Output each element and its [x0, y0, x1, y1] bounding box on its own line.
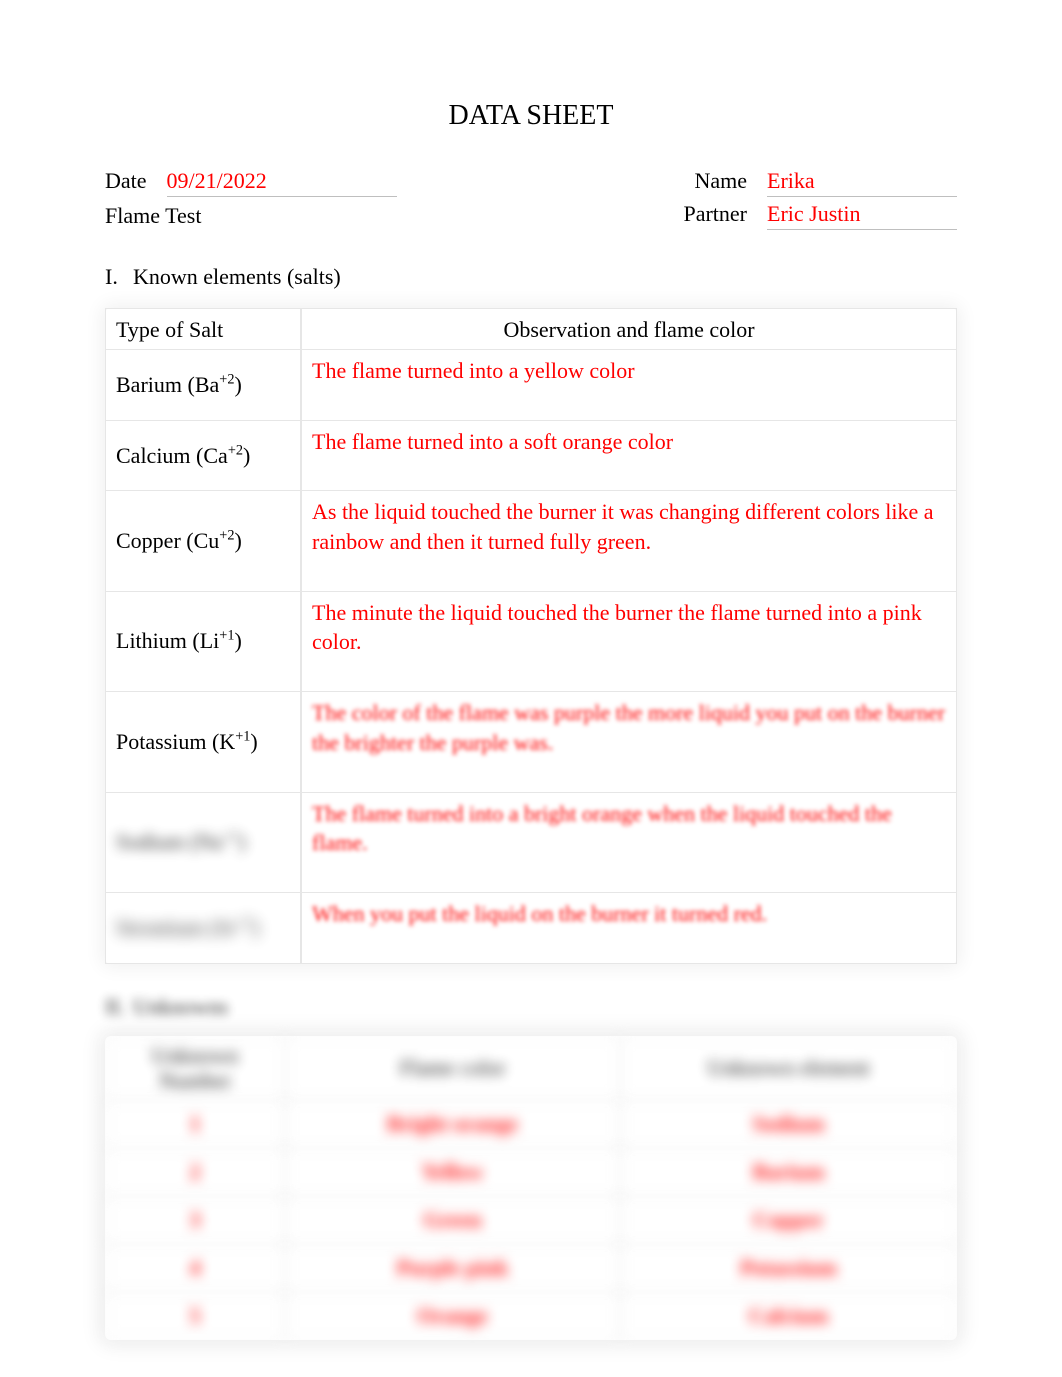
- unknown-number: 2: [105, 1148, 285, 1196]
- name-label: Name: [694, 168, 747, 194]
- date-label: Date: [105, 168, 147, 194]
- table-row-observation: The minute the liquid touched the burner…: [301, 592, 957, 692]
- unknowns-table: Unknown Number Flame color Unknown eleme…: [105, 1036, 957, 1341]
- partner-value: Eric Justin: [767, 201, 861, 226]
- table-row-salt: Copper (Cu+2): [105, 491, 301, 591]
- table2-header-num: Unknown Number: [105, 1036, 285, 1101]
- unknown-element: Copper: [620, 1196, 957, 1244]
- table-row-salt: Calcium (Ca+2): [105, 421, 301, 492]
- unknown-number: 3: [105, 1196, 285, 1244]
- unknown-number: 1: [105, 1100, 285, 1148]
- unknown-flame-color: Purple pink: [285, 1244, 620, 1292]
- table-row-salt: Lithium (Li+1): [105, 592, 301, 692]
- section-2-heading: II. Unknowns: [105, 994, 957, 1020]
- unknown-flame-color: Orange: [285, 1292, 620, 1340]
- header-row-2: Flame Test Partner Eric Justin: [105, 201, 957, 230]
- table-row-salt: Strontium (Sr+2): [105, 893, 301, 964]
- date-value: 09/21/2022: [167, 168, 267, 193]
- table-row-observation: As the liquid touched the burner it was …: [301, 491, 957, 591]
- section-2-text: Unknowns: [133, 994, 228, 1020]
- header-row-1: Date 09/21/2022 Name Erika: [105, 168, 957, 197]
- table-row-observation: The color of the flame was purple the mo…: [301, 692, 957, 792]
- table2-header-color: Flame color: [285, 1036, 620, 1101]
- unknown-flame-color: Green: [285, 1196, 620, 1244]
- unknown-flame-color: Yellow: [285, 1148, 620, 1196]
- unknown-number: 4: [105, 1244, 285, 1292]
- section-2-num: II.: [105, 994, 133, 1020]
- table-row-observation: The flame turned into a bright orange wh…: [301, 793, 957, 893]
- table-row-salt: Barium (Ba+2): [105, 350, 301, 421]
- unknown-flame-color: Bright orange: [285, 1100, 620, 1148]
- unknown-element: Calcium: [620, 1292, 957, 1340]
- table2-header-elem: Unknown element: [620, 1036, 957, 1101]
- table-row-observation: The flame turned into a yellow color: [301, 350, 957, 421]
- unknown-element: Barium: [620, 1148, 957, 1196]
- partner-label: Partner: [683, 201, 747, 227]
- page-title: DATA SHEET: [105, 100, 957, 132]
- partner-underline: Eric Justin: [767, 201, 957, 230]
- date-underline: 09/21/2022: [167, 168, 397, 197]
- table-row-salt: Sodium (Na+1): [105, 793, 301, 893]
- unknown-element: Potassium: [620, 1244, 957, 1292]
- section-1-text: Known elements (salts): [133, 264, 341, 290]
- worksheet-subtitle: Flame Test: [105, 203, 201, 230]
- name-underline: Erika: [767, 168, 957, 197]
- section-1-num: I.: [105, 264, 133, 290]
- unknown-element: Sodium: [620, 1100, 957, 1148]
- table-row-salt: Potassium (K+1): [105, 692, 301, 792]
- table-row-observation: The flame turned into a soft orange colo…: [301, 421, 957, 492]
- table1-header-obs: Observation and flame color: [301, 308, 957, 350]
- unknown-number: 5: [105, 1292, 285, 1340]
- table-row-observation: When you put the liquid on the burner it…: [301, 893, 957, 964]
- known-salts-table: Type of Salt Observation and flame color…: [105, 308, 957, 964]
- table1-header-salt: Type of Salt: [105, 308, 301, 350]
- name-value: Erika: [767, 168, 815, 193]
- section-1-heading: I. Known elements (salts): [105, 264, 957, 290]
